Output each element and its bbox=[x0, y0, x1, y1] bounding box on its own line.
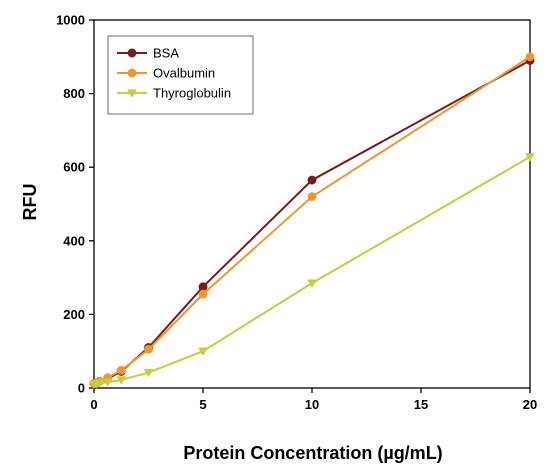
x-tick-label: 0 bbox=[90, 397, 97, 412]
y-tick-label: 1000 bbox=[56, 13, 85, 28]
x-tick-label: 15 bbox=[414, 397, 428, 412]
y-axis-title: RFU bbox=[20, 184, 40, 221]
y-tick-label: 800 bbox=[63, 86, 85, 101]
series-thyroglobulin bbox=[89, 153, 535, 390]
data-point bbox=[116, 365, 126, 375]
data-point bbox=[525, 52, 535, 62]
data-point bbox=[525, 153, 535, 162]
data-point bbox=[307, 175, 317, 185]
data-point bbox=[198, 347, 208, 356]
x-tick-label: 20 bbox=[523, 397, 537, 412]
data-point bbox=[198, 289, 208, 299]
legend-marker bbox=[127, 48, 137, 58]
y-tick-label: 0 bbox=[78, 381, 85, 396]
legend-items: BSA Ovalbumin Thyroglobulin bbox=[117, 46, 231, 101]
data-point bbox=[307, 192, 317, 202]
y-tick-label: 200 bbox=[63, 307, 85, 322]
legend-label: Ovalbumin bbox=[153, 66, 215, 81]
legend-item: Thyroglobulin bbox=[117, 86, 231, 101]
data-point bbox=[102, 378, 113, 387]
x-tick-label: 5 bbox=[199, 397, 206, 412]
data-point bbox=[116, 376, 127, 385]
data-point bbox=[144, 344, 153, 354]
legend-marker bbox=[127, 68, 137, 78]
x-axis-title: Protein Concentration (µg/mL) bbox=[183, 443, 442, 463]
legend-marker bbox=[127, 89, 137, 98]
x-tick-label: 10 bbox=[305, 397, 319, 412]
data-point bbox=[307, 279, 317, 288]
legend-item: Ovalbumin bbox=[117, 66, 215, 81]
data-point bbox=[94, 379, 105, 388]
legend-label: BSA bbox=[153, 46, 179, 61]
y-tick-label: 600 bbox=[63, 160, 85, 175]
legend-label: Thyroglobulin bbox=[153, 86, 231, 101]
legend-item: BSA bbox=[117, 46, 179, 61]
y-tick-label: 400 bbox=[63, 233, 85, 248]
legend: BSA Ovalbumin Thyroglobulin bbox=[107, 35, 254, 115]
data-point bbox=[143, 368, 154, 378]
series-layer bbox=[89, 52, 535, 390]
